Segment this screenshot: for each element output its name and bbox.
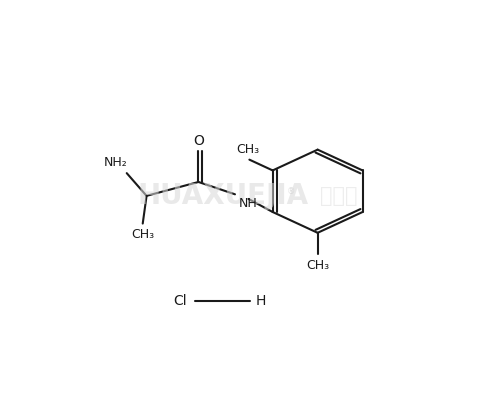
Text: NH: NH — [239, 197, 257, 210]
Text: CH₃: CH₃ — [131, 228, 154, 241]
Text: NH₂: NH₂ — [103, 156, 127, 169]
Text: H: H — [256, 294, 266, 308]
Text: O: O — [193, 134, 204, 148]
Text: CH₃: CH₃ — [236, 143, 259, 156]
Text: CH₃: CH₃ — [306, 259, 329, 272]
Text: ®: ® — [287, 187, 295, 196]
Text: HUAXUEJIA: HUAXUEJIA — [138, 182, 309, 210]
Text: Cl: Cl — [173, 294, 187, 308]
Text: 化学加: 化学加 — [320, 186, 358, 206]
